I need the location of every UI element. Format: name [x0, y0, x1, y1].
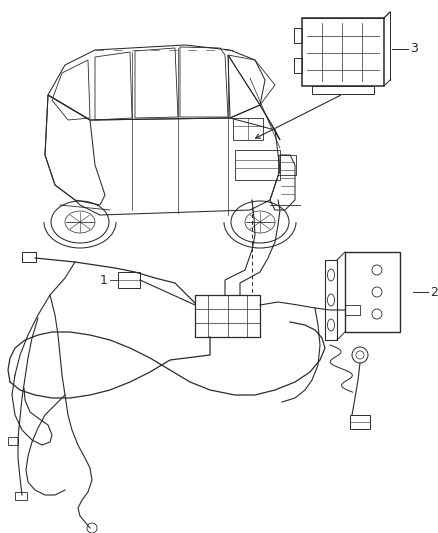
Text: 3: 3	[410, 43, 418, 55]
Bar	[195, 295, 260, 337]
Bar	[345, 252, 400, 332]
Bar	[15, 492, 27, 500]
Bar	[294, 28, 302, 43]
Bar	[233, 118, 263, 140]
Bar	[278, 155, 296, 175]
Bar	[312, 86, 374, 94]
Bar	[345, 305, 360, 315]
Bar	[118, 272, 140, 288]
Text: 2: 2	[430, 286, 438, 298]
Bar	[302, 18, 384, 86]
Text: 1: 1	[100, 273, 108, 287]
Bar	[235, 150, 280, 180]
Bar	[350, 415, 370, 429]
Bar	[22, 252, 36, 262]
Bar	[294, 58, 302, 73]
Bar	[325, 260, 337, 340]
Bar	[8, 437, 18, 445]
